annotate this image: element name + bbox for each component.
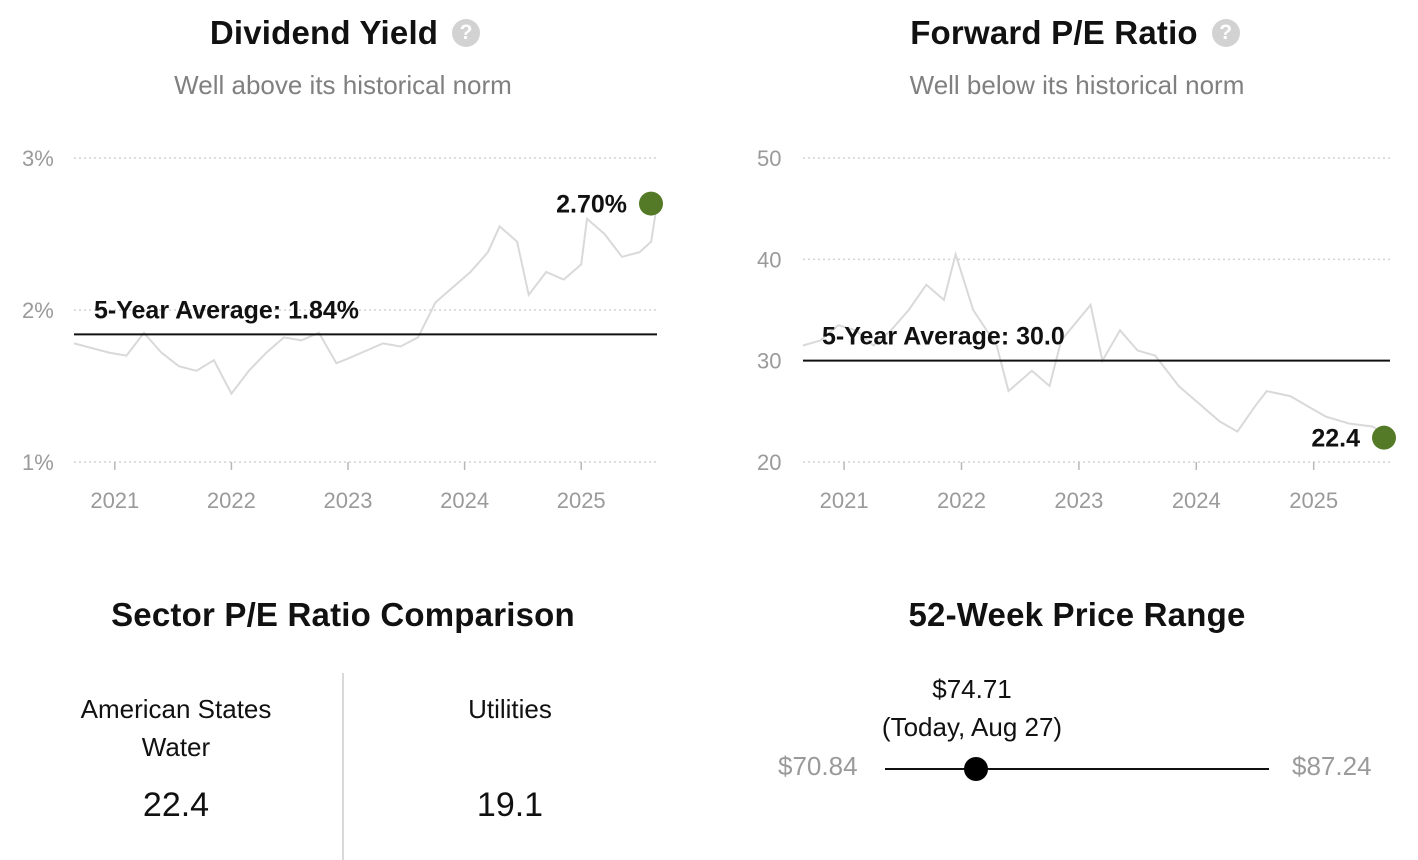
forward-pe-current-label: 22.4: [1311, 425, 1360, 453]
forward-pe-x-tick-label: 2022: [937, 488, 986, 513]
forward-pe-x-tick-label: 2021: [820, 488, 869, 513]
dividend-yield-y-tick-label: 2%: [22, 298, 54, 323]
charts-canvas: 1% 2% 3% 2021 2022 2023 2024 2025 5-Year Average…: [22, 146, 1396, 513]
forward-pe-y-tick-label: 40: [757, 247, 781, 272]
forward-pe-x-tick-label: 2024: [1172, 488, 1221, 513]
dividend-yield-y-tick-label: 1%: [22, 450, 54, 475]
range-high-label: $87.24: [1292, 751, 1372, 781]
sector-pe-value: 19.1: [476, 786, 544, 824]
current-date-note: (Today, Aug 27): [881, 712, 1063, 742]
sector-comparison-title: Sector P/E Ratio Comparison: [111, 596, 575, 633]
current-price: $74.71: [932, 674, 1012, 704]
forward-pe-x-tick-label: 2025: [1289, 488, 1338, 513]
forward-pe-y-tick-label: 20: [757, 450, 781, 475]
question-circle-icon[interactable]: ?: [452, 19, 481, 47]
sector-name: Utilities: [468, 694, 552, 724]
forward-pe-current-dot: [1372, 425, 1396, 450]
dividend-yield-title-text: Dividend Yield: [209, 14, 439, 51]
dividend-yield-x-tick-label: 2022: [207, 488, 256, 513]
question-circle-icon[interactable]: ?: [1211, 19, 1240, 47]
price-range-bar: [885, 768, 1269, 770]
dividend-yield-x-tick-label: 2025: [557, 488, 606, 513]
dividend-yield-average-label: 5-Year Average: 1.84%: [94, 296, 359, 324]
current-price-label: $74.71 (Today, Aug 27): [862, 670, 1082, 746]
forward-pe-history-line: [802, 250, 1391, 439]
price-range-title: 52-Week Price Range: [908, 596, 1246, 633]
dividend-yield-x-tick-label: 2023: [324, 488, 373, 513]
forward-pe-title-text: Forward P/E Ratio: [910, 14, 1198, 51]
current-price-marker: [963, 757, 988, 781]
dividend-yield-subtitle: Well above its historical norm: [174, 70, 512, 100]
dividend-yield-y-tick-label: 3%: [22, 146, 54, 171]
forward-pe-y-tick-label: 30: [757, 349, 781, 374]
dividend-yield-history-line: [73, 203, 658, 396]
dividend-yield-title: Dividend Yield?: [110, 14, 580, 52]
dividend-yield-x-tick-label: 2024: [440, 488, 489, 513]
company-pe-value: 22.4: [142, 786, 210, 824]
sector-divider: [342, 673, 344, 860]
forward-pe-subtitle: Well below its historical norm: [909, 70, 1245, 100]
forward-pe-x-tick-label: 2023: [1054, 488, 1103, 513]
company-name: American States Water: [80, 694, 272, 762]
range-low-label: $70.84: [778, 751, 858, 781]
forward-pe-average-label: 5-Year Average: 30.0: [822, 323, 1065, 351]
dividend-yield-x-tick-label: 2021: [90, 488, 139, 513]
dividend-yield-current-label: 2.70%: [556, 191, 627, 219]
forward-pe-title: Forward P/E Ratio?: [840, 14, 1310, 52]
dividend-yield-current-dot: [639, 191, 663, 216]
forward-pe-y-tick-label: 50: [757, 146, 781, 171]
